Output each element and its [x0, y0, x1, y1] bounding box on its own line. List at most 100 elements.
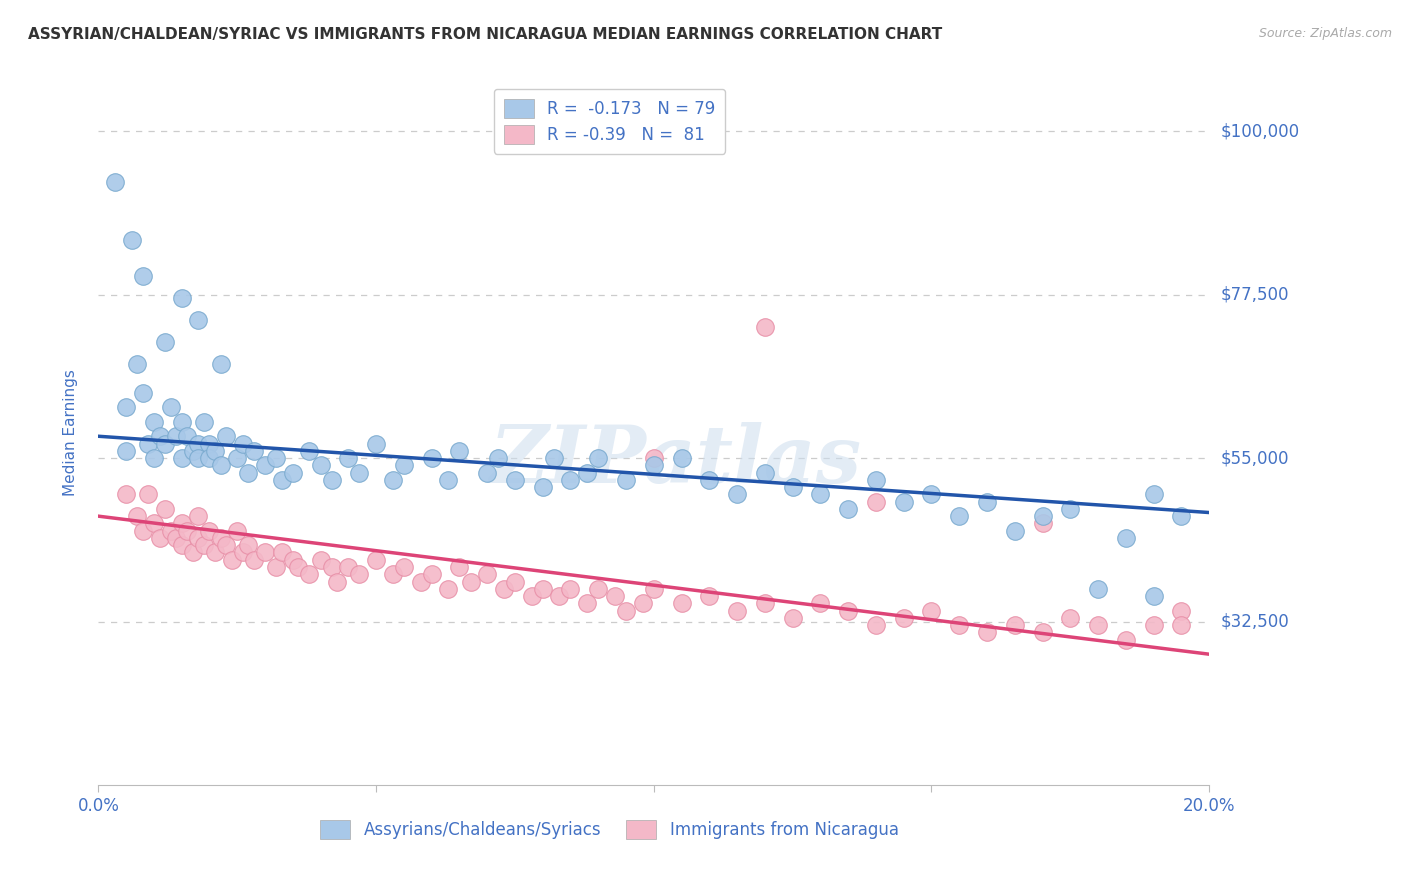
Point — [309, 553, 332, 567]
Point — [198, 524, 221, 538]
Point — [437, 473, 460, 487]
Point — [893, 611, 915, 625]
Point — [148, 531, 170, 545]
Point — [1032, 509, 1054, 524]
Point — [176, 524, 198, 538]
Point — [449, 560, 471, 574]
Point — [576, 466, 599, 480]
Point — [1115, 632, 1137, 647]
Point — [543, 451, 565, 466]
Point — [671, 596, 693, 610]
Point — [127, 509, 149, 524]
Point — [475, 567, 499, 582]
Point — [588, 582, 610, 596]
Text: $55,000: $55,000 — [1220, 449, 1289, 467]
Point — [281, 466, 304, 480]
Point — [204, 545, 226, 559]
Point — [243, 443, 266, 458]
Point — [420, 567, 443, 582]
Point — [560, 473, 582, 487]
Point — [503, 574, 526, 589]
Point — [486, 451, 509, 466]
Y-axis label: Median Earnings: Median Earnings — [63, 369, 77, 496]
Point — [187, 509, 209, 524]
Point — [349, 466, 371, 480]
Text: ZIPatlas: ZIPatlas — [489, 422, 862, 500]
Point — [475, 466, 499, 480]
Point — [170, 451, 193, 466]
Point — [576, 596, 599, 610]
Point — [326, 574, 349, 589]
Point — [243, 553, 266, 567]
Point — [143, 516, 166, 531]
Point — [420, 451, 443, 466]
Point — [132, 524, 155, 538]
Point — [165, 531, 187, 545]
Point — [1059, 611, 1081, 625]
Point — [176, 429, 198, 443]
Point — [1170, 509, 1192, 524]
Point — [548, 589, 571, 603]
Point — [253, 458, 276, 473]
Point — [187, 436, 209, 450]
Point — [643, 458, 665, 473]
Point — [1032, 625, 1054, 640]
Text: $77,500: $77,500 — [1220, 285, 1289, 303]
Point — [165, 429, 187, 443]
Point — [127, 357, 149, 371]
Point — [409, 574, 432, 589]
Point — [1143, 589, 1166, 603]
Point — [309, 458, 332, 473]
Point — [253, 545, 276, 559]
Point — [782, 611, 804, 625]
Point — [810, 487, 832, 501]
Point — [232, 436, 254, 450]
Point — [1170, 618, 1192, 632]
Point — [159, 524, 181, 538]
Point — [238, 466, 260, 480]
Point — [204, 443, 226, 458]
Point — [215, 538, 238, 552]
Point — [132, 269, 155, 284]
Point — [170, 516, 193, 531]
Point — [193, 538, 215, 552]
Point — [115, 400, 138, 414]
Point — [643, 582, 665, 596]
Point — [837, 604, 859, 618]
Point — [143, 451, 166, 466]
Point — [187, 313, 209, 327]
Point — [837, 502, 859, 516]
Point — [531, 582, 554, 596]
Point — [1032, 516, 1054, 531]
Point — [392, 560, 415, 574]
Point — [181, 545, 204, 559]
Point — [153, 502, 176, 516]
Point — [725, 604, 748, 618]
Point — [298, 567, 321, 582]
Point — [381, 473, 404, 487]
Point — [221, 553, 243, 567]
Point — [520, 589, 543, 603]
Point — [381, 567, 404, 582]
Point — [232, 545, 254, 559]
Point — [725, 487, 748, 501]
Point — [699, 473, 721, 487]
Point — [153, 334, 176, 349]
Point — [1143, 487, 1166, 501]
Point — [121, 233, 143, 247]
Point — [643, 451, 665, 466]
Point — [588, 451, 610, 466]
Text: $100,000: $100,000 — [1220, 122, 1299, 140]
Point — [782, 480, 804, 494]
Point — [170, 415, 193, 429]
Point — [492, 582, 515, 596]
Point — [264, 560, 287, 574]
Point — [159, 400, 181, 414]
Point — [531, 480, 554, 494]
Point — [754, 320, 776, 334]
Point — [603, 589, 626, 603]
Point — [138, 487, 160, 501]
Point — [614, 604, 637, 618]
Point — [226, 451, 249, 466]
Point — [138, 436, 160, 450]
